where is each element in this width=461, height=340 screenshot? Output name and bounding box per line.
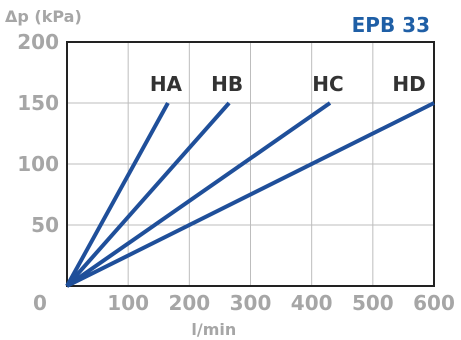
y-tick-label: 100 (17, 152, 59, 176)
x-tick-label: 100 (107, 291, 149, 315)
series-labels: HA HB HC HD (150, 72, 426, 96)
y-tick-label: 50 (31, 213, 59, 237)
y-axis-label: Δp (kPa) (5, 7, 82, 26)
x-tick-label: 600 (413, 291, 455, 315)
x-axis-ticks: 0 100 200 300 400 500 600 (33, 291, 455, 315)
x-tick-label: 500 (352, 291, 394, 315)
series-lines (65, 101, 435, 288)
y-tick-label: 200 (17, 30, 59, 54)
y-tick-label: 150 (17, 91, 59, 115)
series-label-hb: HB (211, 72, 243, 96)
series-line-ha (65, 102, 170, 287)
series-line-hb (65, 101, 231, 288)
series-label-hc: HC (312, 72, 343, 96)
x-tick-label: 400 (291, 291, 333, 315)
series-label-hd: HD (392, 72, 425, 96)
x-tick-label: 200 (168, 291, 210, 315)
series-line-hc (65, 101, 332, 288)
y-axis-ticks: 50 100 150 200 (17, 30, 59, 237)
grid-lines (67, 42, 434, 286)
x-axis-label: l/min (191, 320, 236, 339)
x-tick-label: 300 (230, 291, 272, 315)
series-label-ha: HA (150, 72, 183, 96)
plot-frame (66, 41, 435, 287)
chart-title: EPB 33 (352, 13, 430, 37)
series-line-hd (66, 101, 435, 288)
x-tick-label: 0 (33, 291, 47, 315)
